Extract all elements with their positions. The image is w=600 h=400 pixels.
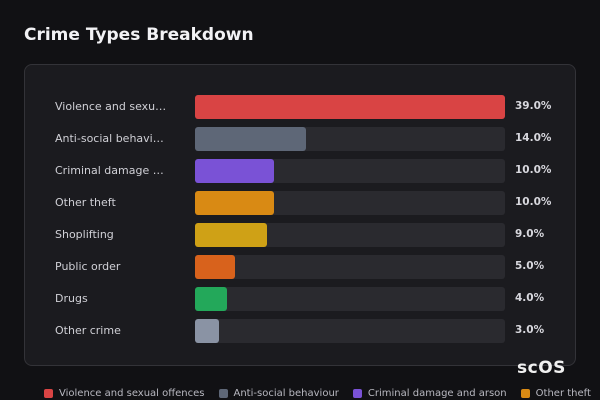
value-label: 5.0%	[515, 260, 545, 272]
bar	[195, 159, 275, 183]
bar	[195, 223, 267, 247]
value-label: 14.0%	[515, 132, 552, 144]
category-label: Anti-social behaviour	[55, 132, 170, 145]
legend: Violence and sexual offences Anti-social …	[44, 386, 600, 400]
watermark: scOS	[517, 358, 566, 378]
bar	[195, 287, 227, 311]
category-label: Violence and sexual offences	[55, 100, 170, 113]
value-label: 39.0%	[515, 100, 552, 112]
value-label: 4.0%	[515, 292, 545, 304]
bar-track	[195, 127, 505, 151]
legend-swatch	[44, 388, 53, 398]
bar-row: Anti-social behaviour 14.0%	[55, 127, 555, 151]
category-label: Other crime	[55, 324, 121, 337]
bar	[195, 95, 505, 119]
legend-item: Other theft	[520, 386, 591, 400]
bar-row: Shoplifting 9.0%	[55, 223, 555, 247]
category-label: Shoplifting	[55, 228, 114, 241]
chart-card: Violence and sexual offences 39.0% Anti-so…	[24, 64, 576, 366]
bar-row: Other theft 10.0%	[55, 191, 555, 215]
bar-track	[195, 159, 505, 183]
legend-label: Anti-social behaviour	[233, 387, 339, 399]
bar-track	[195, 255, 505, 279]
legend-label: Criminal damage and arson	[367, 387, 507, 399]
bar-track	[195, 191, 505, 215]
value-label: 9.0%	[515, 228, 545, 240]
legend-item: Anti-social behaviour	[218, 386, 339, 400]
bar-track	[195, 95, 505, 119]
bar-row: Other crime 3.0%	[55, 319, 555, 343]
value-label: 10.0%	[515, 164, 552, 176]
legend-label: Other theft	[535, 387, 591, 399]
bar	[195, 319, 219, 343]
bar-track	[195, 223, 505, 247]
bar-row: Violence and sexual offences 39.0%	[55, 95, 555, 119]
bar-track	[195, 287, 505, 311]
bar-row: Drugs 4.0%	[55, 287, 555, 311]
bar	[195, 191, 275, 215]
category-label: Public order	[55, 260, 121, 273]
value-label: 10.0%	[515, 196, 552, 208]
chart-title: Crime Types Breakdown	[24, 25, 254, 45]
bar-track	[195, 319, 505, 343]
legend-swatch	[218, 388, 228, 398]
category-label: Other theft	[55, 196, 116, 209]
bar	[195, 255, 235, 279]
bar	[195, 127, 307, 151]
legend-item: Violence and sexual offences	[44, 386, 205, 400]
legend-swatch	[520, 388, 530, 398]
legend-label: Violence and sexual offences	[59, 387, 205, 399]
bar-row: Public order 5.0%	[55, 255, 555, 279]
legend-item: Criminal damage and arson	[352, 386, 507, 400]
value-label: 3.0%	[515, 324, 545, 336]
bar-row: Criminal damage and arson 10.0%	[55, 159, 555, 183]
category-label: Criminal damage and arson	[55, 164, 170, 177]
legend-swatch	[352, 388, 362, 398]
category-label: Drugs	[55, 292, 88, 305]
